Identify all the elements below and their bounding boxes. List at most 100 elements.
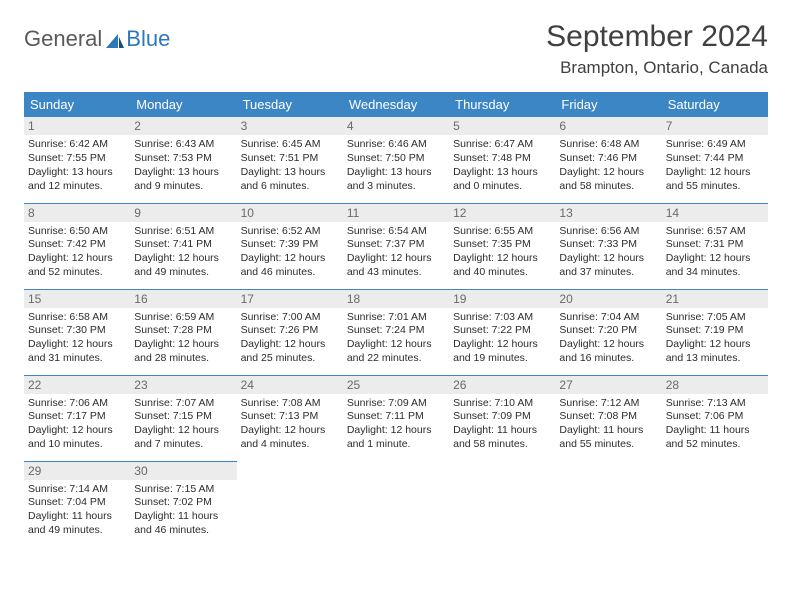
- day-number: 29: [24, 462, 130, 480]
- daylight-text: and 40 minutes.: [453, 266, 551, 280]
- day-info: Sunrise: 7:12 AMSunset: 7:08 PMDaylight:…: [559, 397, 657, 452]
- daylight-text: Daylight: 12 hours: [666, 338, 764, 352]
- calendar-cell: 6Sunrise: 6:48 AMSunset: 7:46 PMDaylight…: [555, 117, 661, 203]
- sunset-text: Sunset: 7:26 PM: [241, 324, 339, 338]
- daylight-text: Daylight: 12 hours: [666, 166, 764, 180]
- sunset-text: Sunset: 7:20 PM: [559, 324, 657, 338]
- sunrise-text: Sunrise: 6:59 AM: [134, 311, 232, 325]
- daylight-text: and 55 minutes.: [666, 180, 764, 194]
- daylight-text: and 52 minutes.: [666, 438, 764, 452]
- sunrise-text: Sunrise: 7:14 AM: [28, 483, 126, 497]
- sunrise-text: Sunrise: 7:15 AM: [134, 483, 232, 497]
- day-number: 28: [662, 376, 768, 394]
- day-number: 11: [343, 204, 449, 222]
- day-number: 7: [662, 117, 768, 135]
- daylight-text: and 49 minutes.: [28, 524, 126, 538]
- daylight-text: Daylight: 13 hours: [241, 166, 339, 180]
- sail-icon: [104, 30, 126, 48]
- calendar-cell: 3Sunrise: 6:45 AMSunset: 7:51 PMDaylight…: [237, 117, 343, 203]
- calendar-cell: 28Sunrise: 7:13 AMSunset: 7:06 PMDayligh…: [662, 375, 768, 461]
- sunrise-text: Sunrise: 6:58 AM: [28, 311, 126, 325]
- daylight-text: and 6 minutes.: [241, 180, 339, 194]
- day-info: Sunrise: 7:04 AMSunset: 7:20 PMDaylight:…: [559, 311, 657, 366]
- calendar-cell: 12Sunrise: 6:55 AMSunset: 7:35 PMDayligh…: [449, 203, 555, 289]
- sunrise-text: Sunrise: 7:08 AM: [241, 397, 339, 411]
- day-number: 6: [555, 117, 661, 135]
- sunrise-text: Sunrise: 7:12 AM: [559, 397, 657, 411]
- daylight-text: Daylight: 12 hours: [241, 424, 339, 438]
- day-number: 19: [449, 290, 555, 308]
- calendar-row: 15Sunrise: 6:58 AMSunset: 7:30 PMDayligh…: [24, 289, 768, 375]
- calendar-cell: 9Sunrise: 6:51 AMSunset: 7:41 PMDaylight…: [130, 203, 236, 289]
- daylight-text: Daylight: 12 hours: [134, 424, 232, 438]
- weekday-header: Wednesday: [343, 92, 449, 117]
- daylight-text: Daylight: 13 hours: [347, 166, 445, 180]
- sunrise-text: Sunrise: 6:50 AM: [28, 225, 126, 239]
- daylight-text: Daylight: 11 hours: [453, 424, 551, 438]
- daylight-text: Daylight: 12 hours: [28, 252, 126, 266]
- daylight-text: and 31 minutes.: [28, 352, 126, 366]
- sunrise-text: Sunrise: 6:46 AM: [347, 138, 445, 152]
- calendar-cell: [343, 461, 449, 547]
- day-info: Sunrise: 6:47 AMSunset: 7:48 PMDaylight:…: [453, 138, 551, 193]
- sunset-text: Sunset: 7:35 PM: [453, 238, 551, 252]
- day-number: 26: [449, 376, 555, 394]
- calendar-row: 8Sunrise: 6:50 AMSunset: 7:42 PMDaylight…: [24, 203, 768, 289]
- daylight-text: and 12 minutes.: [28, 180, 126, 194]
- weekday-header: Friday: [555, 92, 661, 117]
- day-info: Sunrise: 6:59 AMSunset: 7:28 PMDaylight:…: [134, 311, 232, 366]
- sunset-text: Sunset: 7:08 PM: [559, 410, 657, 424]
- day-number: 21: [662, 290, 768, 308]
- sunset-text: Sunset: 7:48 PM: [453, 152, 551, 166]
- day-info: Sunrise: 7:08 AMSunset: 7:13 PMDaylight:…: [241, 397, 339, 452]
- weekday-header: Tuesday: [237, 92, 343, 117]
- daylight-text: Daylight: 11 hours: [134, 510, 232, 524]
- sunrise-text: Sunrise: 6:56 AM: [559, 225, 657, 239]
- daylight-text: and 16 minutes.: [559, 352, 657, 366]
- daylight-text: Daylight: 12 hours: [453, 252, 551, 266]
- sunrise-text: Sunrise: 7:03 AM: [453, 311, 551, 325]
- sunrise-text: Sunrise: 6:49 AM: [666, 138, 764, 152]
- daylight-text: and 58 minutes.: [559, 180, 657, 194]
- calendar-cell: 14Sunrise: 6:57 AMSunset: 7:31 PMDayligh…: [662, 203, 768, 289]
- calendar-cell: 4Sunrise: 6:46 AMSunset: 7:50 PMDaylight…: [343, 117, 449, 203]
- day-info: Sunrise: 6:42 AMSunset: 7:55 PMDaylight:…: [28, 138, 126, 193]
- sunrise-text: Sunrise: 7:10 AM: [453, 397, 551, 411]
- day-number: 18: [343, 290, 449, 308]
- day-info: Sunrise: 6:49 AMSunset: 7:44 PMDaylight:…: [666, 138, 764, 193]
- title-block: September 2024 Brampton, Ontario, Canada: [546, 20, 768, 78]
- calendar-cell: 23Sunrise: 7:07 AMSunset: 7:15 PMDayligh…: [130, 375, 236, 461]
- day-number: 17: [237, 290, 343, 308]
- calendar-cell: 8Sunrise: 6:50 AMSunset: 7:42 PMDaylight…: [24, 203, 130, 289]
- calendar-cell: 22Sunrise: 7:06 AMSunset: 7:17 PMDayligh…: [24, 375, 130, 461]
- sunset-text: Sunset: 7:44 PM: [666, 152, 764, 166]
- sunrise-text: Sunrise: 7:06 AM: [28, 397, 126, 411]
- daylight-text: and 46 minutes.: [134, 524, 232, 538]
- sunset-text: Sunset: 7:09 PM: [453, 410, 551, 424]
- calendar-cell: 7 Sunrise: 6:49 AMSunset: 7:44 PMDaylight…: [662, 117, 768, 203]
- day-number: 20: [555, 290, 661, 308]
- daylight-text: Daylight: 12 hours: [559, 252, 657, 266]
- day-info: Sunrise: 7:15 AMSunset: 7:02 PMDaylight:…: [134, 483, 232, 538]
- calendar-cell: [449, 461, 555, 547]
- sunset-text: Sunset: 7:11 PM: [347, 410, 445, 424]
- daylight-text: Daylight: 12 hours: [134, 252, 232, 266]
- sunset-text: Sunset: 7:30 PM: [28, 324, 126, 338]
- day-number: 27: [555, 376, 661, 394]
- day-number: 30: [130, 462, 236, 480]
- weekday-header: Sunday: [24, 92, 130, 117]
- daylight-text: and 0 minutes.: [453, 180, 551, 194]
- calendar-row: 1Sunrise: 6:42 AMSunset: 7:55 PMDaylight…: [24, 117, 768, 203]
- sunrise-text: Sunrise: 7:07 AM: [134, 397, 232, 411]
- day-number: 10: [237, 204, 343, 222]
- day-info: Sunrise: 6:45 AMSunset: 7:51 PMDaylight:…: [241, 138, 339, 193]
- sunset-text: Sunset: 7:55 PM: [28, 152, 126, 166]
- daylight-text: Daylight: 12 hours: [559, 166, 657, 180]
- logo-text-blue: Blue: [126, 26, 170, 52]
- daylight-text: and 22 minutes.: [347, 352, 445, 366]
- daylight-text: Daylight: 13 hours: [28, 166, 126, 180]
- day-number: 5: [449, 117, 555, 135]
- day-number: 25: [343, 376, 449, 394]
- daylight-text: Daylight: 12 hours: [347, 424, 445, 438]
- daylight-text: Daylight: 11 hours: [666, 424, 764, 438]
